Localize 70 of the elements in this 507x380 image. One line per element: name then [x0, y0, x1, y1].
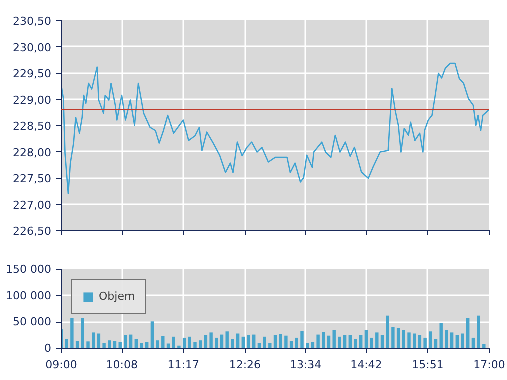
bar: [86, 342, 90, 348]
bar: [118, 342, 122, 348]
bar: [392, 327, 395, 348]
bar: [156, 340, 160, 348]
bar: [370, 338, 374, 348]
bar: [477, 316, 480, 348]
bar: [263, 336, 266, 348]
bar: [70, 318, 74, 348]
bar: [396, 328, 400, 348]
y-tick-label: 230,50: [13, 15, 52, 28]
bar: [445, 330, 448, 348]
bar: [429, 332, 432, 348]
bar: [108, 340, 112, 348]
bar: [482, 344, 486, 348]
x-tick-label: 09:00: [46, 358, 78, 372]
bar: [354, 339, 358, 348]
bar: [140, 343, 144, 348]
x-tick-label: 15:51: [412, 358, 444, 372]
bar: [231, 339, 234, 348]
y-tick-label: 150 000: [6, 263, 52, 276]
bar: [92, 332, 96, 348]
y-tick-label: 227,50: [13, 172, 52, 186]
bar: [386, 316, 390, 348]
bar: [450, 332, 454, 348]
y-tick-label: 228,50: [13, 120, 52, 133]
bar: [279, 334, 282, 348]
x-tick-label: 10:08: [106, 358, 138, 372]
bar: [376, 332, 379, 348]
bar: [150, 322, 154, 348]
bar: [461, 334, 464, 348]
y-tick-label: 230,00: [13, 41, 52, 54]
bar: [364, 330, 368, 348]
bar: [284, 336, 288, 348]
bar: [402, 330, 406, 348]
bar: [440, 323, 443, 348]
bar: [466, 318, 470, 348]
y-tick-label: 228,00: [13, 146, 52, 160]
x-tick-label: 14:42: [350, 358, 382, 372]
bar: [247, 335, 250, 348]
bar: [162, 336, 165, 348]
bar: [226, 332, 229, 348]
y-tick-label: 229,00: [13, 94, 52, 107]
y-tick-label: 227,00: [13, 198, 52, 212]
x-tick-label: 17:00: [474, 358, 506, 372]
bar: [172, 336, 176, 348]
bar: [316, 334, 320, 348]
bar: [194, 342, 197, 348]
bar: [215, 338, 218, 348]
bar: [102, 343, 106, 348]
bar: [300, 331, 304, 348]
x-tick-label: 12:26: [229, 358, 262, 372]
bar: [81, 318, 85, 348]
line-series: [62, 62, 490, 194]
bar: [268, 343, 272, 348]
bar: [424, 338, 427, 348]
bar: [338, 336, 342, 348]
x-tick-label: 11:17: [168, 358, 200, 372]
y-tick-label: 226,50: [13, 225, 52, 238]
bar: [210, 332, 213, 348]
bar: [65, 339, 68, 348]
y-tick-label: 0: [44, 342, 52, 355]
legend-label: Objem: [99, 290, 136, 303]
y-tick-label: 100 000: [6, 289, 52, 302]
bar: [322, 332, 326, 348]
x-tick-label: 13:34: [290, 358, 322, 372]
y-tick-label: 50 000: [13, 316, 52, 329]
bar: [124, 335, 128, 348]
y-tick-label: 229,50: [13, 68, 52, 80]
bar: [408, 332, 411, 348]
bar: [332, 330, 336, 348]
